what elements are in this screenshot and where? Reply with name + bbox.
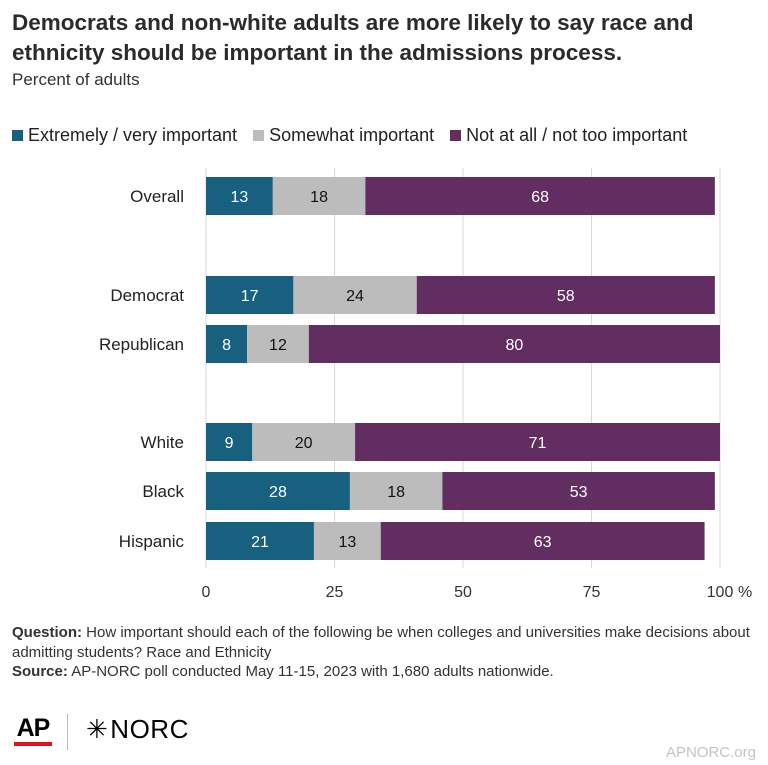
legend-label-very-important: Extremely / very important [28, 124, 238, 145]
category-label-overall: Overall [130, 187, 184, 206]
legend-item-somewhat-important: Somewhat important [253, 125, 434, 146]
question-note: Question: How important should each of t… [12, 623, 757, 662]
bar-overall-series-0 [206, 177, 273, 215]
source-note: Source: AP-NORC poll conducted May 11-15… [12, 662, 757, 682]
bar-democrat-series-0 [206, 276, 294, 314]
bar-white-series-2 [355, 423, 720, 461]
legend-label-somewhat-important: Somewhat important [269, 124, 435, 145]
data-label-white-series-0: 9 [225, 435, 234, 452]
source-label: Source: [12, 663, 68, 680]
legend-swatch-not-important [450, 129, 462, 141]
bar-democrat-series-2 [416, 276, 715, 314]
norc-star-icon: ✳ [86, 714, 109, 744]
category-label-black: Black [142, 482, 184, 501]
bar-hispanic-series-0 [206, 522, 314, 560]
footer: AP ✳NORC APNORC.org [0, 700, 768, 765]
data-label-black-series-1: 18 [387, 484, 405, 501]
x-unit-label: % [738, 584, 752, 601]
source-text: AP-NORC poll conducted May 11-15, 2023 w… [71, 663, 554, 680]
bar-black-series-2 [442, 472, 715, 510]
x-tick-label-100: 100 [707, 584, 734, 601]
norc-logo-text: NORC [110, 714, 189, 744]
data-label-democrat-series-0: 17 [241, 288, 259, 305]
data-label-overall-series-1: 18 [310, 189, 328, 206]
bar-black-series-0 [206, 472, 350, 510]
data-label-democrat-series-2: 58 [557, 288, 575, 305]
bar-overall-series-1 [272, 177, 366, 215]
data-label-black-series-2: 53 [570, 484, 588, 501]
category-label-republican: Republican [99, 335, 184, 354]
x-tick-label-0: 0 [202, 584, 211, 601]
ap-logo: AP [14, 716, 52, 746]
chart-subtitle: Percent of adults [12, 70, 140, 89]
chart-legend: Extremely / very important Somewhat impo… [12, 124, 687, 146]
data-label-overall-series-0: 13 [231, 189, 249, 206]
bar-black-series-1 [349, 472, 443, 510]
legend-item-not-important: Not at all / not too important [450, 125, 687, 146]
data-label-republican-series-0: 8 [222, 337, 231, 354]
data-label-black-series-0: 28 [269, 484, 287, 501]
stacked-bar-chart: Overall 13 18 68 Democrat 17 24 58 Republican 8 12… [99, 168, 752, 601]
data-label-republican-series-2: 80 [506, 337, 524, 354]
x-tick-label-25: 25 [326, 584, 344, 601]
bar-democrat-series-1 [293, 276, 417, 314]
data-label-hispanic-series-1: 13 [338, 534, 356, 551]
data-label-democrat-series-1: 24 [346, 288, 364, 305]
norc-logo: ✳NORC [86, 714, 189, 744]
data-label-hispanic-series-0: 21 [251, 534, 269, 551]
legend-swatch-very-important [12, 129, 23, 141]
category-label-white: White [141, 433, 184, 452]
bar-republican-series-2 [308, 325, 720, 363]
bar-white-series-1 [252, 423, 356, 461]
chart-notes: Question: How important should each of t… [12, 623, 757, 682]
bar-overall-series-2 [365, 177, 715, 215]
data-label-white-series-2: 71 [529, 435, 547, 452]
bar-white-series-0 [206, 423, 253, 461]
bar-hispanic-series-1 [313, 522, 381, 560]
legend-item-very-important: Extremely / very important [12, 125, 237, 146]
chart-title: Democrats and non-white adults are more … [12, 10, 694, 65]
category-label-hispanic: Hispanic [119, 532, 185, 551]
site-url: APNORC.org [665, 744, 756, 761]
logo-divider [67, 714, 68, 750]
bar-republican-series-0 [206, 325, 248, 363]
legend-swatch-somewhat-important [253, 129, 265, 141]
data-label-republican-series-1: 12 [269, 337, 287, 354]
bar-hispanic-series-2 [380, 522, 705, 560]
data-label-overall-series-2: 68 [531, 189, 549, 206]
question-text: How important should each of the followi… [12, 624, 750, 661]
data-label-hispanic-series-2: 63 [534, 534, 552, 551]
question-label: Question: [12, 624, 82, 641]
bar-republican-series-1 [247, 325, 309, 363]
category-label-democrat: Democrat [110, 286, 184, 305]
x-tick-label-75: 75 [583, 584, 601, 601]
legend-label-not-important: Not at all / not too important [466, 124, 688, 145]
data-label-white-series-1: 20 [295, 435, 313, 452]
x-tick-label-50: 50 [454, 584, 472, 601]
